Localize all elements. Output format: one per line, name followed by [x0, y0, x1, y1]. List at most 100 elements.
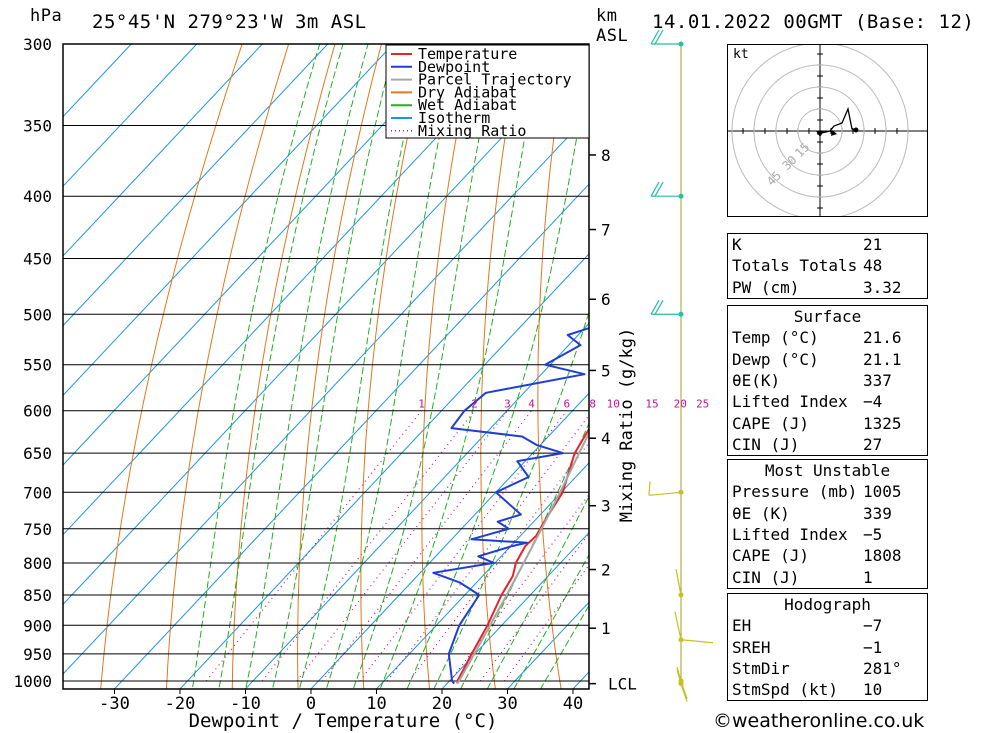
wind-barb: [648, 481, 682, 496]
mixing-ratio-line: [261, 410, 476, 682]
km-tick-label: 8: [601, 146, 611, 165]
index-label: CAPE (J): [732, 413, 810, 433]
asl-label: ASL: [596, 26, 629, 46]
dry-adiabat-line: [165, 44, 290, 689]
hodo-ring-label: 15: [792, 140, 812, 160]
x-tick-label: 30: [497, 694, 517, 714]
height-km-ticks: 8 7 6 5 4 3 2 1 LCL: [589, 146, 637, 694]
index-value: −1: [863, 637, 883, 657]
wind-barb: [676, 669, 688, 702]
index-value: −5: [863, 525, 883, 545]
index-value: 339: [863, 503, 892, 523]
index-value: −7: [863, 616, 883, 636]
index-row: Lifted Index −4: [728, 391, 927, 412]
wet-adiabat-line: [298, 44, 426, 689]
km-tick-label: 2: [601, 561, 611, 580]
pressure-label: 500: [23, 305, 52, 324]
dry-adiabat-line: [699, 8, 721, 707]
legend-label: Dry Adiabat: [418, 83, 517, 101]
legend-label: Wet Adiabat: [418, 96, 517, 114]
hodograph-table: Hodograph EH −7 SREH −1 StmDir 281° StmSpd (kt)…: [727, 593, 928, 702]
km-tick-label: 3: [601, 497, 611, 516]
x-tick-label: 20: [432, 694, 452, 714]
index-row: StmSpd (kt) 10: [728, 679, 927, 700]
index-row: CAPE (J) 1808: [728, 545, 927, 566]
pressure-label: 900: [23, 616, 52, 635]
index-row: Pressure (mb) 1005: [728, 481, 927, 502]
index-row: K 21: [728, 234, 927, 255]
index-value: 10: [863, 680, 883, 700]
sounding-series: [432, 327, 589, 685]
mixing-ratio-line: [408, 441, 589, 682]
mixing-ratio-label: 1: [418, 398, 425, 411]
index-label: StmDir: [732, 659, 790, 679]
dry-adiabat-line: [537, 44, 568, 689]
km-tick-label: 7: [601, 221, 611, 240]
index-label: Temp (°C): [732, 328, 819, 348]
indices-top-table: K 21 Totals Totals 48 PW (cm) 3.32: [727, 233, 928, 299]
index-row: CIN (J) 1: [728, 566, 927, 587]
mixing-ratio-label: 4: [528, 398, 535, 411]
wind-barb-column: [648, 29, 714, 702]
pressure-label: 600: [23, 402, 52, 421]
index-value: 3.32: [863, 277, 902, 297]
index-label: PW (cm): [732, 277, 800, 297]
mixing-ratio-line: [322, 410, 532, 682]
mixing-ratio-labels: 1 2 3 4 6 8 10 15 20 25: [418, 398, 709, 411]
index-value: 337: [863, 371, 892, 391]
index-value: 1005: [863, 482, 902, 502]
index-label: StmSpd (kt): [732, 680, 838, 700]
section-title: Surface: [793, 307, 862, 327]
index-value: 1808: [863, 546, 902, 566]
hodo-marker: [816, 131, 824, 137]
index-label: CAPE (J): [732, 546, 810, 566]
index-value: 21.6: [863, 328, 902, 348]
isotherm-line: [179, 253, 589, 689]
x-tick-label: -10: [230, 694, 261, 714]
index-row: CAPE (J) 1325: [728, 412, 927, 433]
wet-adiabat-line: [218, 44, 344, 689]
wet-adiabat-line: [406, 64, 589, 689]
km-tick-label: 6: [601, 290, 611, 309]
index-label: CIN (J): [732, 434, 800, 454]
temperature-tick-labels: -30 -20 -10 0 10 20 30 40: [99, 689, 583, 714]
x-tick-label: -30: [99, 694, 130, 714]
mixing-ratio-line: [503, 564, 589, 682]
isotherm-line: [310, 392, 589, 689]
wind-barb: [650, 29, 681, 45]
pressure-label: 550: [23, 356, 52, 375]
temperature-line: [456, 427, 589, 684]
wet-adiabat-line: [352, 44, 498, 689]
pressure-label: 1000: [13, 672, 52, 691]
mixing-ratio-label: 15: [645, 398, 658, 411]
mixing-ratio-line: [296, 410, 508, 682]
index-label: CIN (J): [732, 567, 800, 587]
index-label: θE(K): [732, 371, 781, 391]
wet-adiabat-line: [191, 44, 321, 689]
mixing-ratio-label: 20: [674, 398, 687, 411]
legend-label: Temperature: [418, 45, 517, 63]
dry-adiabat-line: [231, 44, 336, 689]
index-value: 48: [863, 256, 883, 276]
surface-table: Surface Temp (°C) 21.6 Dewp (°C) 21.1 θE(K) 33…: [727, 305, 928, 457]
index-value: 27: [863, 434, 883, 454]
pressure-label: 950: [23, 645, 52, 664]
mixing-ratio-line: [359, 410, 568, 682]
index-value: 21.1: [863, 349, 902, 369]
wind-barb: [650, 181, 681, 197]
mixing-ratio-label: 10: [607, 398, 620, 411]
mixing-ratio-label: 6: [563, 398, 570, 411]
mixing-ratio-line: [386, 414, 589, 682]
mixing-ratio-label: 8: [589, 398, 596, 411]
index-row: θE (K) 339: [728, 503, 927, 524]
isotherm-line: [63, 44, 329, 327]
index-value: 1325: [863, 413, 902, 433]
section-title: Most Unstable: [764, 461, 891, 481]
dry-adiabat-line: [100, 44, 243, 689]
isotherm-line: [63, 44, 460, 466]
legend-label: Parcel Trajectory: [418, 71, 572, 89]
dewpoint-line: [432, 327, 589, 685]
index-value: 281°: [863, 659, 902, 679]
index-label: Pressure (mb): [732, 482, 858, 502]
index-row: StmDir 281°: [728, 658, 927, 679]
